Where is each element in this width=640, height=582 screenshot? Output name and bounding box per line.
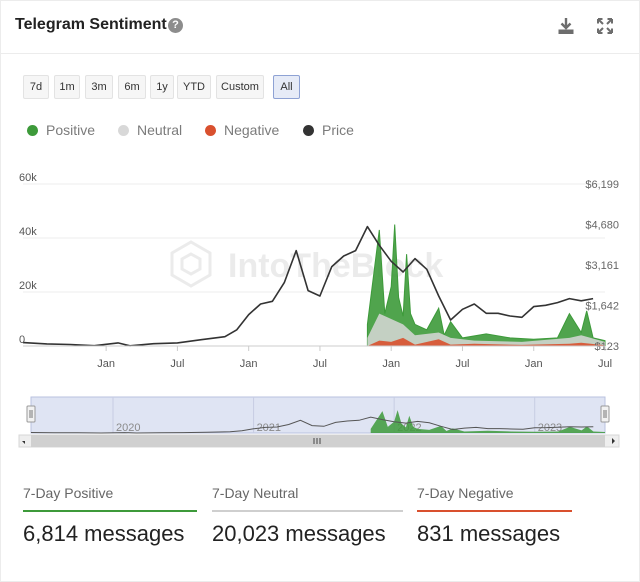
legend-label-neutral: Neutral	[137, 122, 183, 138]
stat-neutral-value: 20,023 messages	[212, 521, 386, 546]
stat-positive-label: 7-Day Positive	[23, 485, 114, 501]
navigator-year-label: 2020	[116, 422, 140, 434]
stat-positive-value: 6,814 messages	[23, 521, 185, 546]
legend-label-price: Price	[322, 122, 354, 138]
range-6m-button[interactable]: 6m	[118, 75, 146, 99]
left-axis-tick-label: 60k	[19, 172, 37, 184]
expand-icon[interactable]	[595, 16, 615, 36]
navigator-scrollbar-thumb	[31, 435, 605, 447]
stat-neutral-bar	[212, 510, 403, 512]
navigator-window	[30, 396, 606, 434]
right-axis-tick-label: $1,642	[585, 301, 619, 313]
navigator[interactable]: 2020202120222023	[18, 396, 620, 448]
navigator-year-label: 2021	[257, 422, 281, 434]
right-axis-tick-label: $4,680	[585, 220, 619, 232]
left-axis-tick-label: 20k	[19, 280, 37, 292]
watermark: IntoTheBlock	[170, 240, 443, 288]
watermark-text: IntoTheBlock	[228, 247, 443, 285]
legend-dot-neutral	[118, 125, 129, 136]
axis-layer: 0 20k 40k 60k $123 $1,642 $3,161 $4,680 $6,199 Ja…	[19, 172, 619, 370]
range-7d-button[interactable]: 7d	[23, 75, 49, 99]
stat-neutral-label: 7-Day Neutral	[212, 485, 299, 501]
neutral-area	[367, 313, 605, 346]
x-axis-tick-label: Jan	[240, 358, 258, 370]
watermark-logo-icon	[170, 240, 212, 288]
stat-neutral: 7-Day Neutral 20,023 messages	[212, 478, 403, 548]
sentiment-chart[interactable]: IntoTheBlock 0 20k 40k 60k $123 $1,642 $3,161 $…	[1, 1, 639, 461]
legend-dot-positive	[27, 125, 38, 136]
navigator-positive-area	[370, 410, 605, 433]
navigator-year-label: 2023	[538, 422, 562, 434]
right-axis-tick-label: $3,161	[585, 260, 619, 272]
range-1m-button[interactable]: 1m	[54, 75, 80, 99]
legend-label-negative: Negative	[224, 122, 280, 138]
navigator-left-handle[interactable]	[26, 405, 36, 423]
x-axis-tick-label: Jul	[170, 358, 184, 370]
range-1y-button[interactable]: 1y	[150, 75, 174, 99]
legend-label-positive: Positive	[46, 122, 96, 138]
stat-negative: 7-Day Negative 831 messages	[417, 478, 572, 548]
range-custom-button[interactable]: Custom	[216, 75, 264, 99]
x-axis-tick-label: Jan	[97, 358, 115, 370]
x-axis-tick-label: Jul	[455, 358, 469, 370]
card-title: Telegram Sentiment	[15, 16, 167, 33]
stat-positive: 7-Day Positive 6,814 messages	[23, 478, 197, 548]
x-axis-tick-label: Jul	[598, 358, 612, 370]
scroll-left-arrow-icon	[22, 438, 25, 444]
navigator-right-handle[interactable]	[600, 405, 610, 423]
navigator-price-line	[30, 416, 594, 434]
right-axis-tick-label: $6,199	[585, 179, 619, 191]
right-axis-tick-label: $123	[595, 341, 619, 353]
stat-positive-bar	[23, 510, 197, 512]
stat-negative-label: 7-Day Negative	[417, 485, 514, 501]
question-circle-icon[interactable]: ?	[168, 18, 183, 33]
scroll-right-arrow-icon	[612, 438, 615, 444]
range-ytd-button[interactable]: YTD	[177, 75, 211, 99]
stat-negative-bar	[417, 510, 572, 512]
left-axis-tick-label: 40k	[19, 226, 37, 238]
price-line	[22, 225, 594, 347]
download-icon[interactable]	[556, 16, 576, 36]
x-axis-tick-label: Jan	[525, 358, 543, 370]
legend-dot-negative	[205, 125, 216, 136]
price-layer	[22, 225, 594, 347]
x-axis-tick-label: Jan	[382, 358, 400, 370]
left-axis-tick-label: 0	[19, 334, 25, 346]
range-3m-button[interactable]: 3m	[85, 75, 113, 99]
stat-negative-value: 831 messages	[417, 521, 561, 546]
area-layer	[366, 224, 606, 347]
x-axis-tick-label: Jul	[313, 358, 327, 370]
card-header: Telegram Sentiment ?	[1, 1, 639, 54]
negative-area	[367, 337, 605, 346]
range-all-button[interactable]: All	[273, 75, 300, 99]
legend-dot-price	[303, 125, 314, 136]
